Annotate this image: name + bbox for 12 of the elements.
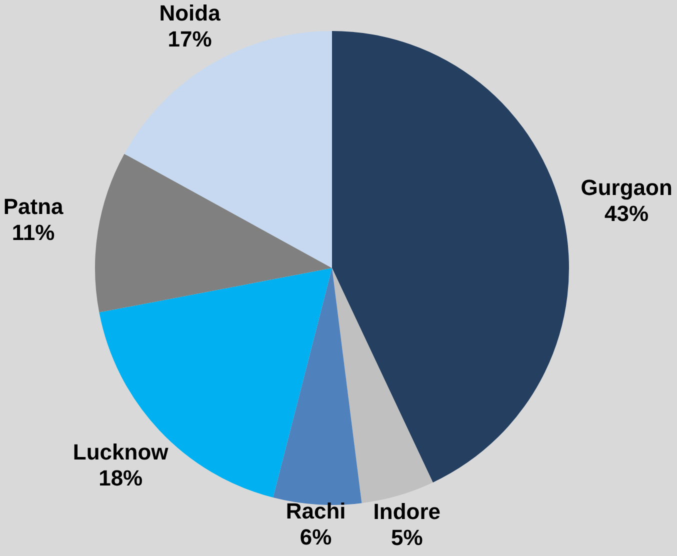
slice-label: Gurgaon bbox=[580, 175, 672, 200]
slice-label: Rachi bbox=[286, 498, 346, 524]
slice-label: Lucknow bbox=[72, 440, 170, 465]
data-label: 17% bbox=[168, 26, 212, 52]
slice-label: Patna bbox=[3, 194, 64, 219]
data-label: 6% bbox=[300, 524, 332, 550]
data-label: 43% bbox=[604, 201, 649, 226]
slice-label: Indore bbox=[373, 498, 440, 524]
data-label: 11% bbox=[12, 220, 55, 245]
slice-label: Noida bbox=[159, 0, 222, 26]
data-label: 18% bbox=[98, 466, 143, 491]
data-label: 5% bbox=[390, 524, 423, 550]
